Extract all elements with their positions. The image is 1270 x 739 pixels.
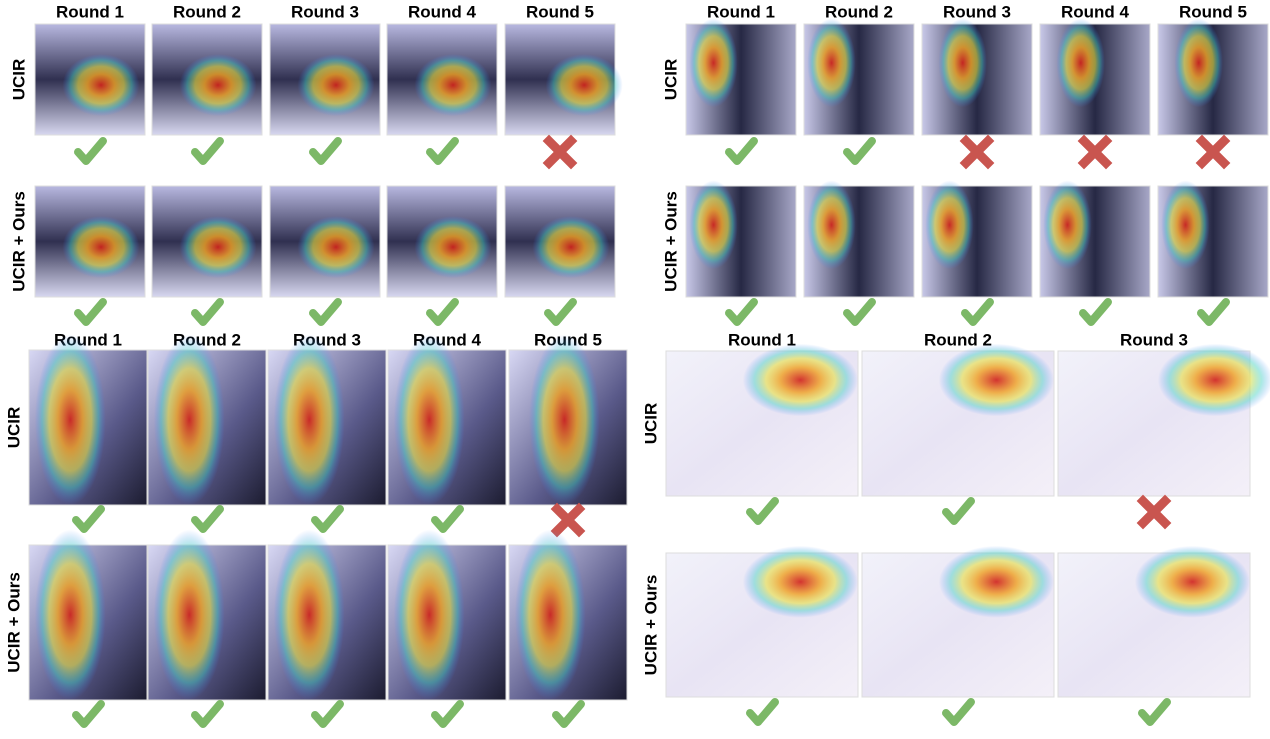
heatmap-blob xyxy=(938,343,1054,417)
heatmap-blob xyxy=(1157,343,1270,417)
heatmap-blob xyxy=(393,334,465,505)
heatmap-blob xyxy=(393,529,465,700)
heatmap-blob xyxy=(297,215,375,279)
row-label: UCIR + Ours xyxy=(4,572,23,673)
heatmap-blob xyxy=(153,334,225,505)
round-header: Round 5 xyxy=(1179,2,1247,21)
heatmap-blob xyxy=(514,529,586,700)
round-header: Round 1 xyxy=(56,2,124,21)
heatmap-blob xyxy=(62,53,140,117)
check-mark xyxy=(426,298,459,326)
cross-mark xyxy=(1195,134,1231,170)
round-header: Round 3 xyxy=(1120,330,1188,349)
check-mark xyxy=(942,497,975,525)
check-mark xyxy=(309,298,342,326)
heatmap-blob xyxy=(62,215,140,279)
check-mark xyxy=(431,700,464,728)
round-header: Round 2 xyxy=(173,2,241,21)
check-mark xyxy=(942,698,975,726)
check-mark xyxy=(426,137,459,165)
check-mark xyxy=(311,505,344,533)
heatmap-blob xyxy=(545,53,623,117)
heatmap-blob xyxy=(414,53,492,117)
heatmap-blob xyxy=(179,215,257,279)
heatmap-blob xyxy=(742,545,859,618)
round-header: Round 5 xyxy=(526,2,594,21)
round-header: Round 3 xyxy=(291,2,359,21)
round-header: Round 1 xyxy=(707,2,775,21)
row-label: UCIR xyxy=(661,59,680,101)
check-mark xyxy=(311,700,344,728)
heatmap-blob xyxy=(807,18,856,108)
check-mark xyxy=(1197,298,1230,326)
heatmap-blob xyxy=(273,334,345,505)
row-label: UCIR xyxy=(641,403,660,445)
heatmap-blob xyxy=(1174,18,1223,108)
heatmap-blob xyxy=(414,215,492,279)
heatmap-blob xyxy=(742,343,859,417)
check-mark xyxy=(72,505,105,533)
check-mark xyxy=(74,137,107,165)
check-mark xyxy=(746,698,779,726)
row-label: UCIR + Ours xyxy=(641,575,660,676)
heatmap-blob xyxy=(297,53,375,117)
check-mark xyxy=(72,700,105,728)
check-mark xyxy=(746,497,779,525)
heatmap-blob xyxy=(1056,18,1105,108)
heatmap-blob xyxy=(153,529,225,700)
round-header: Round 3 xyxy=(943,2,1011,21)
heatmap-blob xyxy=(179,53,257,117)
check-mark xyxy=(544,298,577,326)
check-mark xyxy=(552,700,585,728)
heatmap-blob xyxy=(689,18,738,108)
row-label: UCIR + Ours xyxy=(9,191,28,292)
check-mark xyxy=(191,137,224,165)
row-label: UCIR + Ours xyxy=(661,191,680,292)
heatmap-blob xyxy=(273,529,345,700)
round-header: Round 2 xyxy=(825,2,893,21)
heatmap-blob xyxy=(1161,180,1210,270)
heatmap-blob xyxy=(807,180,856,270)
check-mark xyxy=(843,137,876,165)
round-header: Round 2 xyxy=(924,330,992,349)
heatmap-blob xyxy=(938,18,987,108)
check-mark xyxy=(74,298,107,326)
check-mark xyxy=(191,505,224,533)
check-mark xyxy=(725,298,758,326)
heatmap-blob xyxy=(1134,545,1250,618)
check-mark xyxy=(309,137,342,165)
heatmap-blob xyxy=(938,545,1054,618)
row-label: UCIR xyxy=(9,59,28,101)
heatmap-blob xyxy=(532,215,610,279)
cross-mark xyxy=(1136,494,1172,530)
heatmap-blob xyxy=(529,334,600,505)
cross-mark xyxy=(959,134,995,170)
cross-mark xyxy=(550,502,586,538)
round-header: Round 1 xyxy=(728,330,796,349)
check-mark xyxy=(191,700,224,728)
check-mark xyxy=(725,137,758,165)
cross-mark xyxy=(542,134,578,170)
check-mark xyxy=(1079,298,1112,326)
cross-mark xyxy=(1077,134,1113,170)
check-mark xyxy=(191,298,224,326)
heatmap-blob xyxy=(925,180,974,270)
row-label: UCIR xyxy=(4,407,23,449)
heatmap-blob xyxy=(34,334,106,505)
check-mark xyxy=(961,298,994,326)
check-mark xyxy=(843,298,876,326)
check-mark xyxy=(1138,698,1171,726)
round-header: Round 4 xyxy=(408,2,477,21)
round-header: Round 4 xyxy=(1061,2,1130,21)
heatmap-blob xyxy=(34,529,106,700)
heatmap-blob xyxy=(1043,180,1092,270)
heatmap-blob xyxy=(689,180,738,270)
check-mark xyxy=(431,505,464,533)
